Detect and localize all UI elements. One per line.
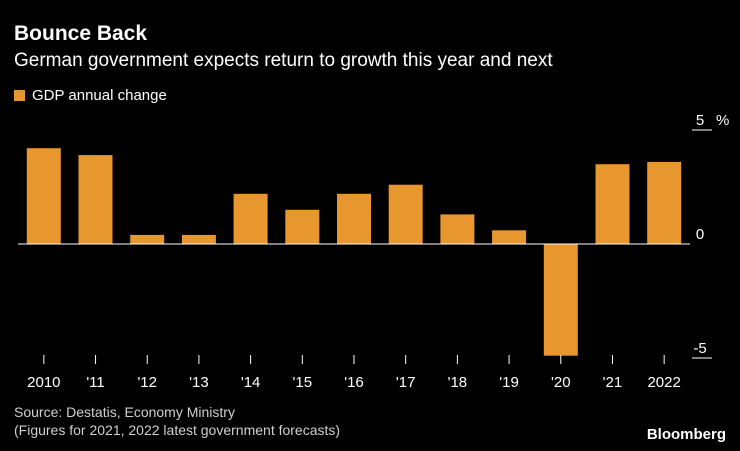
bar-2 <box>130 234 165 244</box>
bar-4 <box>233 193 268 244</box>
legend-label: GDP annual change <box>32 87 167 104</box>
x-tick-label-7: '17 <box>396 374 416 391</box>
y-tick-label: 0 <box>696 226 704 243</box>
x-tick-label-1: '11 <box>86 374 104 391</box>
x-tick-label-12: 2022 <box>647 374 680 391</box>
bar-10 <box>543 244 578 356</box>
bar-0 <box>26 148 61 244</box>
bloomberg-logo: Bloomberg <box>646 426 726 443</box>
legend-swatch <box>14 90 25 101</box>
bar-9 <box>492 230 527 244</box>
source-line: Source: Destatis, Economy Ministry <box>14 404 235 420</box>
x-tick-label-9: '19 <box>499 374 519 391</box>
x-tick-label-2: '12 <box>137 374 157 391</box>
x-tick-label-3: '13 <box>189 374 209 391</box>
chart-title: Bounce Back <box>14 22 148 45</box>
x-tick-label-0: 2010 <box>27 374 60 391</box>
y-unit-label: % <box>716 112 729 129</box>
x-tick-label-5: '15 <box>293 374 313 391</box>
bar-12 <box>647 161 682 244</box>
bar-11 <box>595 164 630 244</box>
source-note: Source: Destatis, Economy Ministry (Figu… <box>14 403 340 439</box>
y-tick-label: -5 <box>693 340 706 357</box>
bar-5 <box>285 209 320 244</box>
x-tick-label-11: '21 <box>603 374 623 391</box>
bar-1 <box>78 155 113 244</box>
bar-3 <box>181 234 216 244</box>
forecast-note: (Figures for 2021, 2022 latest governmen… <box>14 422 341 438</box>
y-tick-label: 5 <box>696 112 704 129</box>
x-tick-label-8: '18 <box>448 374 468 391</box>
x-tick-label-4: '14 <box>241 374 261 391</box>
x-tick-label-10: '20 <box>551 374 571 391</box>
legend: GDP annual change <box>14 87 167 104</box>
bar-7 <box>388 184 423 244</box>
x-tick-label-6: '16 <box>344 374 364 391</box>
chart-subtitle: German government expects return to grow… <box>14 50 553 71</box>
bar-6 <box>337 193 371 244</box>
bar-8 <box>440 214 475 244</box>
